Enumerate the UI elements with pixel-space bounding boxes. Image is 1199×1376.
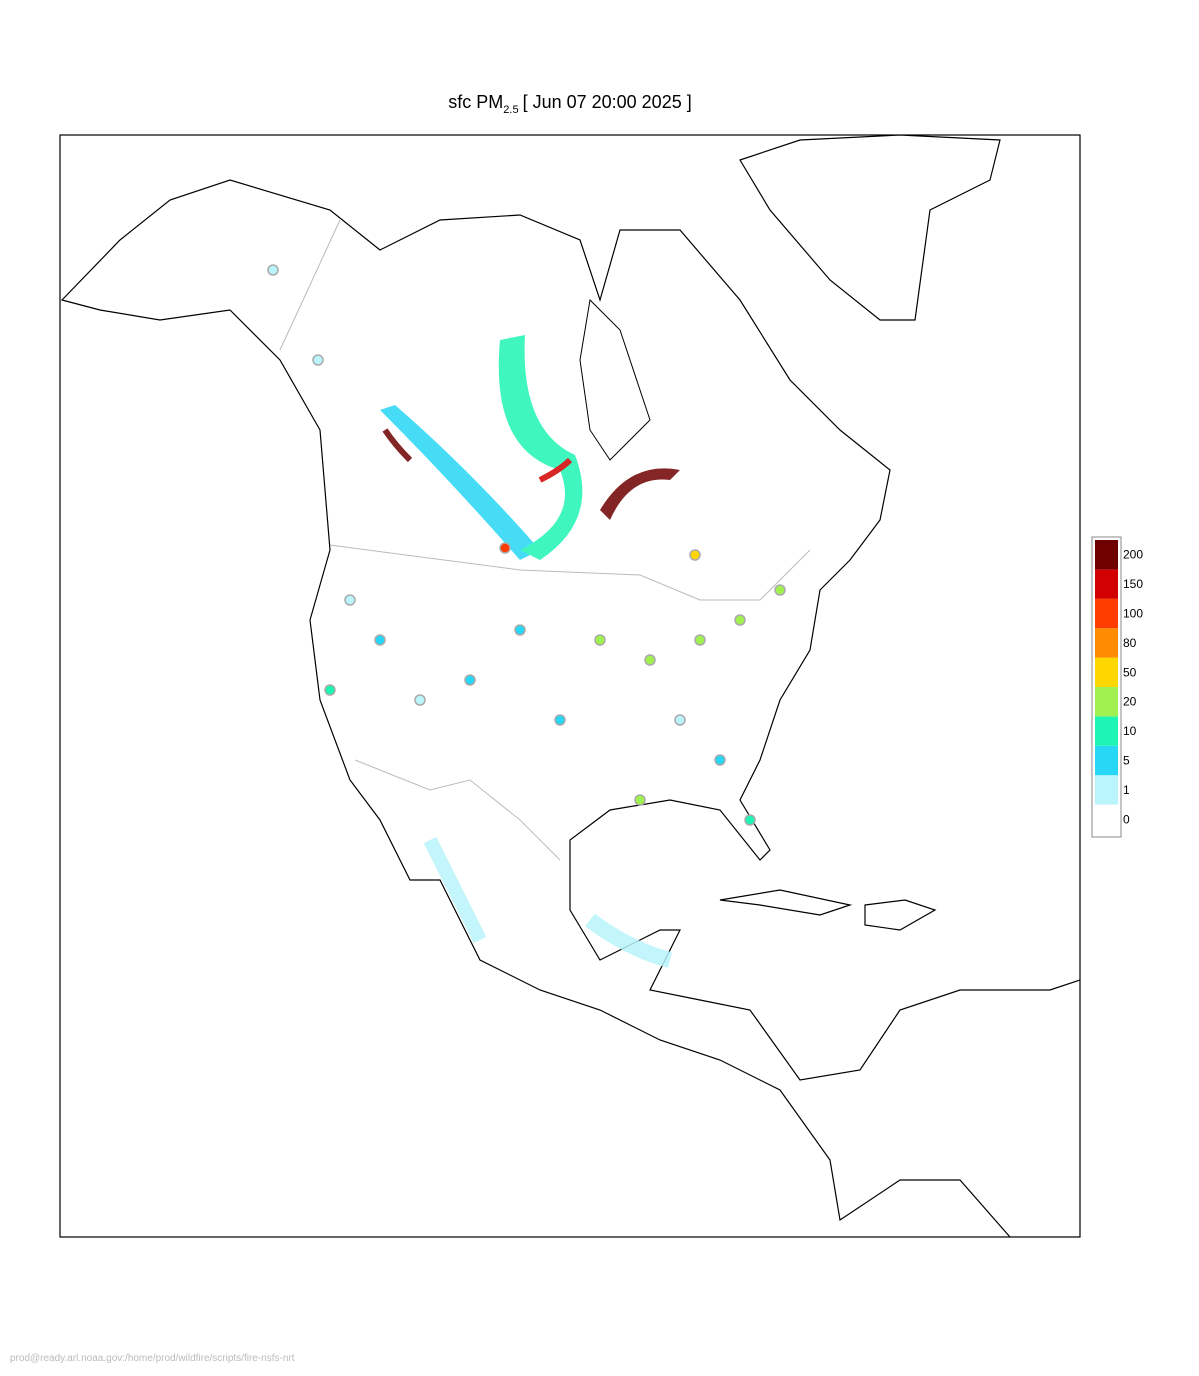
legend-swatch [1095,540,1118,570]
legend-swatch [1095,745,1118,776]
alaska-border [279,219,341,351]
legend-label: 80 [1123,636,1137,650]
title-subscript: 2.5 [503,104,518,116]
greenland [739,135,1001,321]
legend-swatch [1095,687,1118,717]
north-america [60,179,1080,1237]
map-title: sfc PM2.5 [ Jun 07 20:00 2025 ] [448,92,691,116]
legend-label: 5 [1123,754,1130,768]
legend-swatch [1095,598,1118,629]
legend-swatch [1095,716,1118,746]
cuba [719,889,853,916]
legend-label: 100 [1123,607,1143,621]
legend-swatch [1095,657,1118,687]
legend-swatch [1095,628,1118,658]
legend-label: 10 [1123,724,1137,738]
legend-label: 1 [1123,783,1130,797]
title-prefix: sfc PM [448,92,503,112]
legend-label: 200 [1123,548,1143,562]
legend-label: 50 [1123,665,1137,679]
hudson-bay [579,298,651,461]
footer-path: prod@ready.arl.noaa.gov:/home/prod/wildf… [10,1353,295,1364]
legend-label: 20 [1123,695,1137,709]
title-suffix: [ Jun 07 20:00 2025 ] [523,92,692,112]
us-mexico-border [354,759,561,861]
us-canada-border [329,544,811,601]
smoke-plumes [380,335,680,968]
legend-swatch [1095,569,1118,599]
legend-label: 150 [1123,577,1143,591]
monitor-sites [267,264,786,826]
map-area [59,134,1081,1238]
legend-label: 0 [1123,812,1130,826]
color-legend: 0 1 5 10 20 50 80 100 150 200 [1091,536,1143,838]
hispaniola [864,899,937,931]
legend-swatch [1095,804,1118,834]
legend-swatch [1095,775,1118,805]
